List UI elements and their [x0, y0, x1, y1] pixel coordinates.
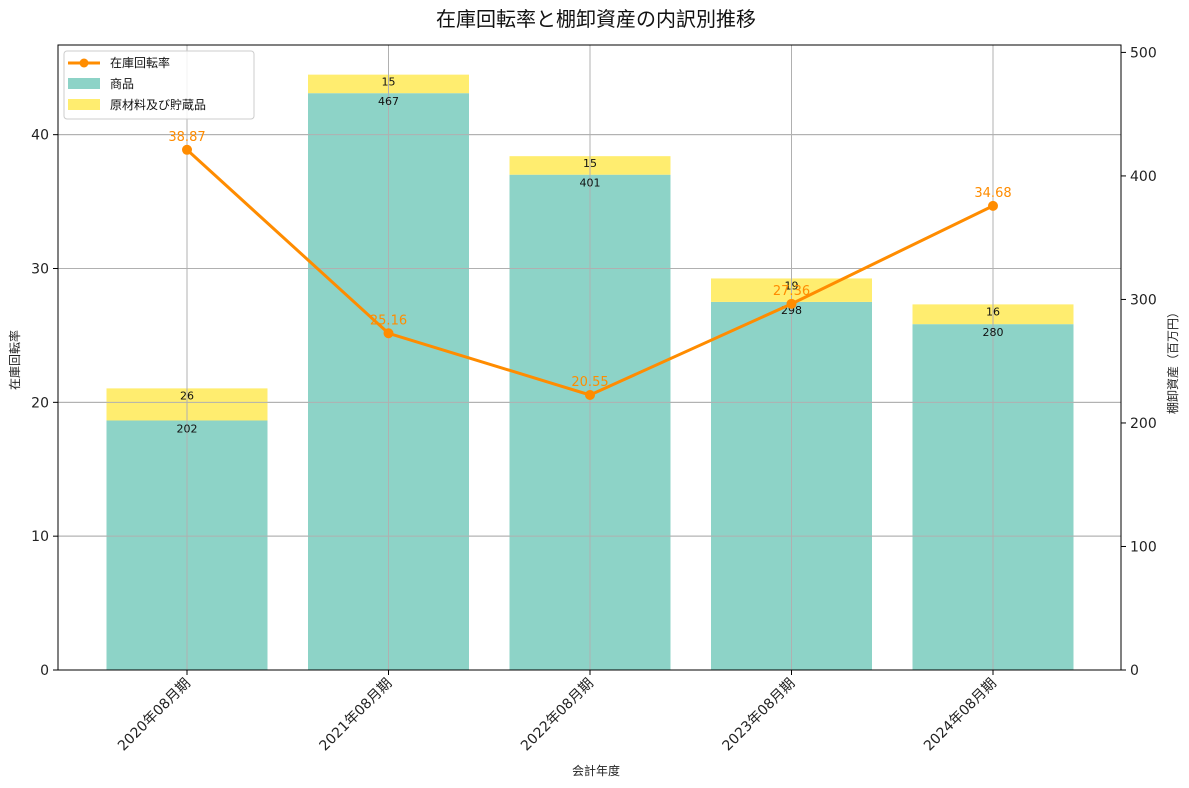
bar-label-materials: 19 [785, 279, 799, 292]
x-tick-label: 2022年08月期 [518, 676, 597, 755]
line-marker-icon [182, 144, 192, 155]
left-tick-label: 30 [31, 262, 49, 278]
right-tick-label: 0 [1130, 663, 1139, 679]
bar-label-goods: 401 [580, 177, 601, 190]
legend-swatch-materials [68, 99, 100, 110]
bar-label-materials: 15 [583, 157, 597, 170]
turnover-line: 38.87 25.16 20.55 27.36 34.68 [168, 130, 1012, 400]
line-value-label: 27.36 [773, 284, 810, 299]
line-value-label: 25.16 [370, 313, 407, 328]
right-tick-label: 300 [1130, 292, 1157, 308]
legend-box [63, 50, 255, 120]
right-tick-label: 400 [1130, 169, 1157, 185]
right-tick-label: 500 [1130, 45, 1157, 61]
left-tick-label: 0 [40, 663, 49, 679]
left-tick-label: 40 [31, 128, 49, 144]
line-value-label: 34.68 [974, 186, 1011, 201]
x-tick-label: 2024年08月期 [921, 676, 1000, 755]
left-y-axis-label: 在庫回転率 [7, 330, 22, 390]
legend-label-goods: 商品 [110, 76, 134, 91]
right-y-axis-label: 棚卸資産（百万円） [1165, 306, 1180, 414]
line-marker-icon [585, 389, 595, 400]
legend: 在庫回転率 商品 原材料及び貯蔵品 [63, 50, 255, 120]
line-value-label: 38.87 [168, 130, 205, 145]
left-tick-label: 20 [31, 395, 49, 411]
chart-title: 在庫回転率と棚卸資産の内訳別推移 [436, 7, 756, 31]
x-tick-label: 2021年08月期 [317, 676, 396, 755]
bar-label-materials: 26 [180, 389, 194, 402]
legend-marker-icon [79, 58, 89, 68]
right-y-axis: 0 100 200 300 400 500 [1121, 45, 1157, 679]
legend-swatch-goods [68, 78, 100, 89]
line-value-label: 20.55 [571, 375, 608, 390]
bar-label-goods: 467 [378, 95, 399, 108]
right-tick-label: 200 [1130, 416, 1157, 432]
legend-label-materials: 原材料及び貯蔵品 [110, 98, 206, 112]
line-marker-icon [786, 298, 797, 309]
left-tick-label: 10 [31, 529, 49, 545]
stacked-bars [58, 45, 1121, 671]
right-tick-label: 100 [1130, 539, 1157, 555]
x-tick-label: 2023年08月期 [720, 676, 799, 755]
bar-label-goods: 280 [983, 326, 1004, 339]
x-axis-label: 会計年度 [572, 763, 620, 778]
bar-label-materials: 15 [382, 76, 396, 89]
legend-label-turnover: 在庫回転率 [110, 55, 170, 70]
x-axis: 2020年08月期 2021年08月期 2022年08月期 2023年08月期 2024… [115, 670, 1000, 754]
bar-label-goods: 202 [177, 422, 198, 435]
line-marker-icon [988, 200, 998, 211]
line-marker-icon [383, 328, 394, 339]
bar-label-materials: 16 [986, 305, 1000, 318]
x-tick-label: 2020年08月期 [115, 676, 194, 755]
left-y-axis: 0 10 20 30 40 [31, 128, 58, 679]
